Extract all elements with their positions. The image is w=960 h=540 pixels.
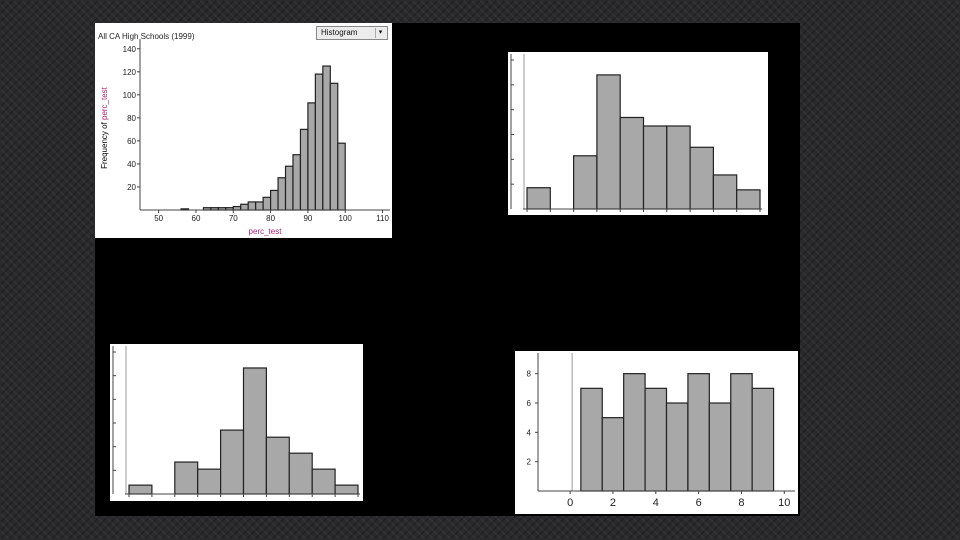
chart2-bar xyxy=(712,174,738,210)
chart2-bar xyxy=(689,146,715,210)
chart1-xlabel: perc_test xyxy=(249,227,283,236)
chart1-bar xyxy=(292,154,302,211)
chart2-bar xyxy=(736,189,761,210)
chart1-x-tick-label: 90 xyxy=(303,214,312,223)
chart4-bar xyxy=(687,373,710,492)
histogram-bottom-left xyxy=(110,344,363,501)
chart2-svg xyxy=(510,54,762,212)
chart1-bar xyxy=(232,205,242,211)
chart4-y-tick-label: 4 xyxy=(527,428,532,437)
chart4-svg: 0 2 4 6 8 10 2 4 6 8 xyxy=(527,353,795,509)
chart1-x-tick-label: 80 xyxy=(266,214,275,223)
chart4-bar xyxy=(623,373,646,492)
chart1-bar xyxy=(284,165,294,211)
chart1-y-tick-label: 140 xyxy=(123,45,137,54)
chart4-bar xyxy=(644,387,668,492)
histogram-bottom-right: 0 2 4 6 8 10 2 4 6 8 xyxy=(515,351,798,514)
chart1-y-tick-label: 120 xyxy=(123,68,137,77)
chart1-ylabel-prefix: Frequency of xyxy=(100,120,109,169)
dropdown-label: Histogram xyxy=(321,28,358,37)
chart1-x-tick-label: 100 xyxy=(339,214,353,223)
chart1-svg: All CA High Schools (1999) 50 60 70 80 90 100… xyxy=(98,32,390,236)
slide-panel: All CA High Schools (1999) 50 60 70 80 90 100… xyxy=(95,23,800,516)
chart4-x-tick-label: 2 xyxy=(610,497,616,509)
chart2-bar xyxy=(526,187,551,210)
histogram-type-dropdown[interactable]: Histogram ▾ xyxy=(316,26,388,40)
chart4-y-tick-label: 2 xyxy=(527,458,532,467)
chart4-bar xyxy=(751,387,775,492)
chart4-x-tick-label: 10 xyxy=(778,497,790,509)
chart3-bar xyxy=(265,436,290,495)
chart1-bar xyxy=(314,73,324,211)
chart4-bar xyxy=(708,402,732,492)
chart1-bar xyxy=(299,128,309,211)
chart3-bar xyxy=(197,468,222,495)
chart1-x-tick-label: 70 xyxy=(229,214,238,223)
chart1-bar xyxy=(329,82,339,211)
chart4-x-tick-label: 0 xyxy=(567,497,573,509)
chart2-bar xyxy=(596,74,621,210)
chart4-y-tick-label: 8 xyxy=(527,370,532,379)
chart4-bar xyxy=(665,402,689,492)
chart2-bar xyxy=(619,116,645,210)
chart4-bar xyxy=(730,373,753,492)
chart3-svg xyxy=(112,346,360,497)
histogram-ca-high-schools: All CA High Schools (1999) 50 60 70 80 90 100… xyxy=(95,23,392,238)
chart3-bar xyxy=(334,484,359,495)
chart1-y-tick-label: 80 xyxy=(127,114,136,123)
chart4-bar xyxy=(601,417,625,492)
chart1-bar xyxy=(277,177,287,211)
histogram-top-right xyxy=(508,52,768,215)
chart1-y-tick-label: 60 xyxy=(127,137,136,146)
chart1-ylabel: Frequency of perc_test xyxy=(100,86,109,169)
chart4-x-tick-label: 4 xyxy=(653,497,659,509)
chart1-bar xyxy=(322,65,331,211)
chart1-y-tick-label: 100 xyxy=(123,91,137,100)
chart1-x-tick-label: 60 xyxy=(192,214,201,223)
chart1-x-tick-label: 50 xyxy=(154,214,163,223)
chart3-bar xyxy=(311,468,336,495)
chart2-bar xyxy=(666,125,691,210)
chevron-updown-icon: ▾ xyxy=(375,28,385,38)
chart2-bar xyxy=(642,125,668,210)
chart1-bar xyxy=(269,189,279,211)
chart1-bar xyxy=(240,203,249,211)
chart3-bar xyxy=(288,452,313,495)
chart4-bar xyxy=(580,387,603,492)
chart1-title: All CA High Schools (1999) xyxy=(98,32,195,41)
chart1-bar xyxy=(337,142,346,211)
chart1-bar xyxy=(255,201,264,211)
chart4-y-tick-label: 6 xyxy=(527,399,532,408)
chart1-y-tick-label: 20 xyxy=(127,183,136,192)
chart3-bar xyxy=(174,461,199,495)
chart4-x-tick-label: 8 xyxy=(738,497,744,509)
chart3-bar xyxy=(128,484,153,495)
chart1-y-tick-label: 40 xyxy=(127,160,136,169)
chart1-bar xyxy=(307,102,316,211)
chart1-x-tick-label: 110 xyxy=(376,214,389,223)
chart1-ylabel-var: perc_test xyxy=(100,86,109,120)
chart1-bar xyxy=(262,196,272,211)
chart3-bar xyxy=(242,367,267,495)
chart2-bar xyxy=(572,155,598,210)
chart4-x-tick-label: 6 xyxy=(696,497,702,509)
chart3-bar xyxy=(219,429,245,495)
chart1-bar xyxy=(247,201,257,211)
